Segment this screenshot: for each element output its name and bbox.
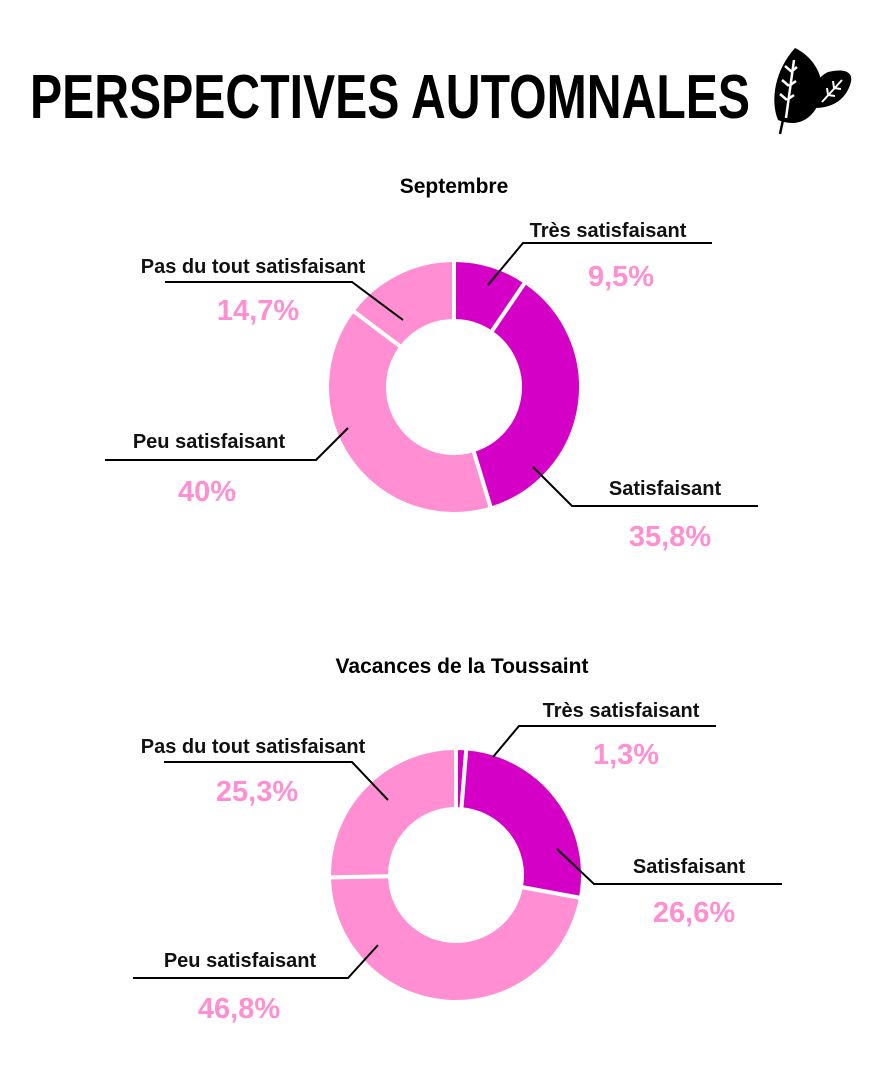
- slice-label: Satisfaisant: [633, 856, 746, 878]
- slice-label: Peu satisfaisant: [133, 431, 286, 453]
- slice-label: Pas du tout satisfaisant: [141, 256, 366, 278]
- donut-slice: [470, 279, 583, 511]
- leader-line: [164, 761, 389, 801]
- donut-slice: [459, 746, 585, 901]
- slice-value-label: 25,3%: [216, 776, 298, 808]
- leader-line: [133, 944, 379, 979]
- leader-line: [165, 281, 404, 321]
- slice-value-label: 14,7%: [217, 295, 299, 327]
- donut-slice: [327, 745, 458, 880]
- leader-line: [532, 466, 758, 507]
- slice-value-label: 26,6%: [653, 897, 735, 929]
- slice-label: Très satisfaisant: [543, 700, 700, 722]
- leader-line: [556, 848, 782, 885]
- donut-chart-1: Septembre Très satisfaisant 9,5% Satisfaisa…: [105, 175, 758, 553]
- leaf-icon: [774, 48, 852, 135]
- chart-title: Septembre: [400, 175, 509, 198]
- slice-value-label: 1,3%: [593, 739, 659, 771]
- page-title: PERSPECTIVES AUTOMNALES: [30, 63, 750, 132]
- leader-line: [487, 242, 712, 286]
- donut-slice: [349, 257, 456, 351]
- donut-slice: [326, 874, 584, 1004]
- slice-value-label: 46,8%: [198, 993, 280, 1025]
- leader-line: [492, 725, 716, 758]
- donut-slice: [325, 307, 494, 516]
- slice-label: Très satisfaisant: [530, 220, 687, 242]
- leader-line: [105, 427, 349, 461]
- donut-chart-2: Vacances de la Toussaint Très satisfaisan…: [133, 655, 782, 1025]
- chart-title: Vacances de la Toussaint: [336, 655, 589, 678]
- slice-label: Peu satisfaisant: [164, 950, 317, 972]
- slice-value-label: 40%: [178, 476, 236, 508]
- slice-label: Pas du tout satisfaisant: [141, 736, 366, 758]
- slice-value-label: 35,8%: [629, 521, 711, 553]
- slice-label: Satisfaisant: [609, 478, 722, 500]
- slice-value-label: 9,5%: [588, 261, 654, 293]
